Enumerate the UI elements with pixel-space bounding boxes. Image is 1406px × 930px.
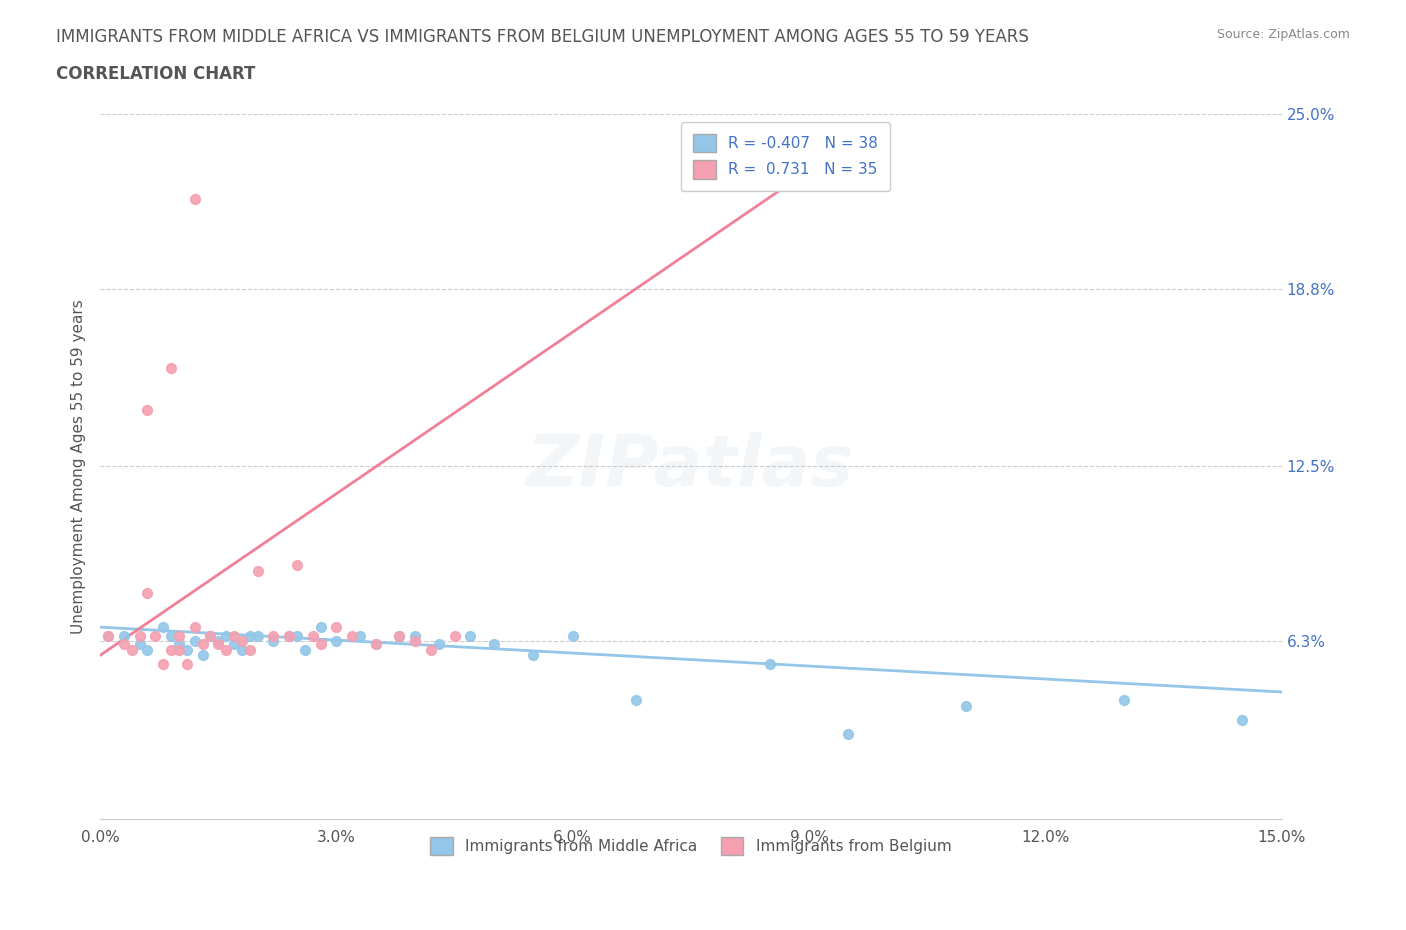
Point	[364, 637, 387, 652]
Point	[325, 633, 347, 648]
Point	[200, 628, 222, 643]
Point	[294, 643, 316, 658]
Point	[128, 637, 150, 652]
Point	[160, 643, 183, 658]
Point	[215, 643, 238, 658]
Point	[955, 698, 977, 713]
Point	[404, 628, 426, 643]
Point	[167, 628, 190, 643]
Point	[136, 643, 159, 658]
Point	[231, 643, 253, 658]
Text: ZIPatlas: ZIPatlas	[527, 432, 855, 501]
Point	[183, 619, 205, 634]
Point	[136, 403, 159, 418]
Point	[112, 628, 135, 643]
Point	[183, 633, 205, 648]
Point	[167, 643, 190, 658]
Point	[522, 648, 544, 663]
Point	[404, 633, 426, 648]
Point	[758, 657, 780, 671]
Point	[121, 643, 143, 658]
Point	[427, 637, 450, 652]
Point	[388, 628, 411, 643]
Point	[191, 648, 214, 663]
Point	[388, 628, 411, 643]
Point	[136, 586, 159, 601]
Point	[128, 628, 150, 643]
Point	[200, 628, 222, 643]
Point	[167, 637, 190, 652]
Point	[152, 619, 174, 634]
Point	[262, 628, 284, 643]
Point	[152, 657, 174, 671]
Point	[191, 637, 214, 652]
Point	[207, 633, 229, 648]
Point	[340, 628, 363, 643]
Point	[262, 633, 284, 648]
Point	[239, 628, 262, 643]
Point	[309, 619, 332, 634]
Point	[239, 643, 262, 658]
Point	[561, 628, 583, 643]
Point	[176, 657, 198, 671]
Point	[285, 558, 308, 573]
Point	[160, 360, 183, 375]
Point	[1112, 693, 1135, 708]
Point	[458, 628, 481, 643]
Point	[278, 628, 301, 643]
Point	[837, 727, 859, 742]
Point	[301, 628, 323, 643]
Point	[246, 564, 269, 578]
Point	[97, 628, 120, 643]
Text: CORRELATION CHART: CORRELATION CHART	[56, 65, 256, 83]
Point	[176, 643, 198, 658]
Point	[231, 633, 253, 648]
Y-axis label: Unemployment Among Ages 55 to 59 years: Unemployment Among Ages 55 to 59 years	[72, 299, 86, 634]
Point	[285, 628, 308, 643]
Point	[624, 693, 647, 708]
Point	[1230, 712, 1253, 727]
Text: IMMIGRANTS FROM MIDDLE AFRICA VS IMMIGRANTS FROM BELGIUM UNEMPLOYMENT AMONG AGES: IMMIGRANTS FROM MIDDLE AFRICA VS IMMIGRA…	[56, 28, 1029, 46]
Point	[160, 628, 183, 643]
Point	[222, 628, 245, 643]
Legend: Immigrants from Middle Africa, Immigrants from Belgium: Immigrants from Middle Africa, Immigrant…	[418, 825, 963, 868]
Point	[349, 628, 371, 643]
Point	[246, 628, 269, 643]
Text: Source: ZipAtlas.com: Source: ZipAtlas.com	[1216, 28, 1350, 41]
Point	[207, 637, 229, 652]
Point	[309, 637, 332, 652]
Point	[278, 628, 301, 643]
Point	[443, 628, 465, 643]
Point	[419, 643, 441, 658]
Point	[97, 628, 120, 643]
Point	[183, 192, 205, 206]
Point	[325, 619, 347, 634]
Point	[143, 628, 166, 643]
Point	[222, 637, 245, 652]
Point	[482, 637, 505, 652]
Point	[364, 637, 387, 652]
Point	[215, 628, 238, 643]
Point	[112, 637, 135, 652]
